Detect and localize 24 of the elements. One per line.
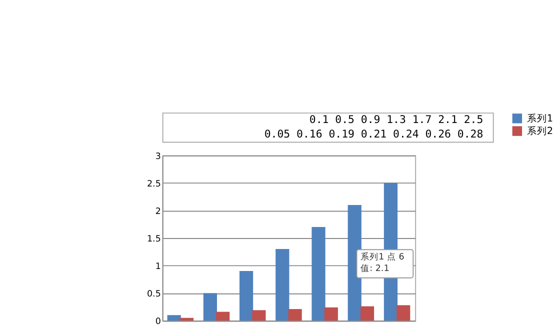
bar (360, 306, 374, 321)
text: 0.05 0.16 0.19 0.21 0.24 0.26 0.28 (264, 127, 484, 140)
bar (203, 293, 217, 321)
bar (180, 318, 194, 321)
bar (239, 271, 254, 321)
bar (396, 305, 410, 321)
bar (252, 310, 266, 321)
bar (288, 309, 302, 321)
annotation: 系列1 点 6 值: 2.1 (360, 251, 404, 274)
text: 0.1 0.5 0.9 1.3 1.7 2.1 2.5 (309, 112, 484, 126)
bar (216, 312, 230, 321)
y-tick-label: 0.5 (146, 289, 161, 300)
y-tick-label: 0 (155, 317, 161, 328)
legend-label: 系列1 (526, 112, 554, 124)
bar (276, 249, 290, 321)
bar (167, 315, 181, 321)
y-tick-label: 3 (155, 152, 161, 162)
y-tick-label: 1 (155, 262, 161, 272)
legend-label: 系列2 (526, 124, 554, 137)
y-tick-label: 2.5 (146, 179, 161, 190)
bar (324, 307, 338, 321)
y-tick-label: 1.5 (146, 234, 161, 244)
y-tick-label: 2 (155, 206, 161, 217)
bar (312, 226, 326, 321)
